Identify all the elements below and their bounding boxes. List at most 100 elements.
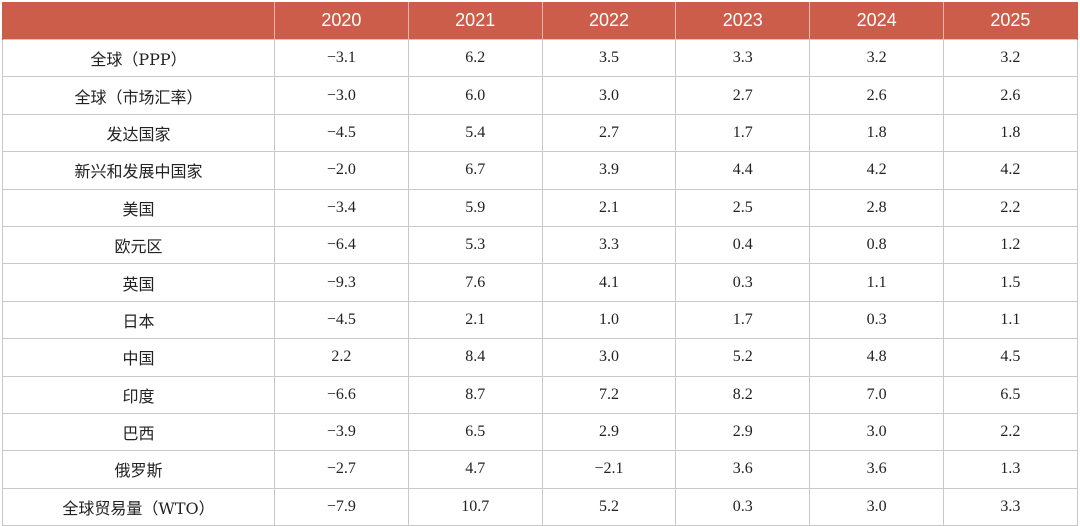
row-label: 美国 bbox=[2, 188, 275, 227]
data-cell-2023: 2.7 bbox=[675, 76, 811, 115]
data-cell-2024: 3.0 bbox=[809, 487, 944, 526]
data-cell-2025: 4.5 bbox=[942, 338, 1078, 377]
data-cell-2022: 2.9 bbox=[541, 412, 677, 452]
data-cell-2021: 5.9 bbox=[407, 188, 543, 227]
data-cell-2024: 1.8 bbox=[809, 113, 944, 153]
data-cell-2021: 6.7 bbox=[407, 151, 543, 190]
row-label: 俄罗斯 bbox=[2, 450, 275, 489]
row-label: 欧元区 bbox=[2, 225, 275, 265]
data-cell-2023: 0.3 bbox=[675, 487, 811, 526]
data-cell-2021: 6.0 bbox=[407, 76, 543, 115]
data-cell-2022: 2.7 bbox=[541, 113, 677, 153]
data-cell-2024: 2.6 bbox=[809, 76, 944, 115]
data-cell-2020: −7.9 bbox=[274, 487, 409, 526]
data-cell-2024: 0.8 bbox=[809, 225, 944, 265]
table-row: 欧元区 −6.4 5.3 3.3 0.4 0.8 1.2 bbox=[2, 225, 1078, 265]
data-cell-2025: 1.8 bbox=[942, 113, 1078, 153]
data-cell-2021: 7.6 bbox=[407, 263, 543, 302]
header-cell-2025: 2025 bbox=[942, 2, 1078, 40]
row-label: 英国 bbox=[2, 263, 275, 302]
table-row: 巴西 −3.9 6.5 2.9 2.9 3.0 2.2 bbox=[2, 412, 1078, 452]
data-cell-2020: −3.1 bbox=[274, 38, 409, 78]
data-cell-2022: 5.2 bbox=[541, 487, 677, 526]
header-cell-2022: 2022 bbox=[541, 2, 677, 40]
header-cell-blank bbox=[2, 2, 275, 40]
table-row: 新兴和发展中国家 −2.0 6.7 3.9 4.4 4.2 4.2 bbox=[2, 151, 1078, 190]
data-cell-2021: 8.7 bbox=[407, 375, 543, 414]
row-label: 中国 bbox=[2, 338, 275, 377]
row-label: 印度 bbox=[2, 375, 275, 414]
row-label: 全球（PPP） bbox=[2, 38, 275, 78]
header-row: 2020 2021 2022 2023 2024 2025 bbox=[2, 2, 1078, 40]
table-row: 全球贸易量（WTO） −7.9 10.7 5.2 0.3 3.0 3.3 bbox=[2, 487, 1078, 526]
data-cell-2021: 8.4 bbox=[407, 338, 543, 377]
data-cell-2020: −6.4 bbox=[274, 225, 409, 265]
table-row: 中国 2.2 8.4 3.0 5.2 4.8 4.5 bbox=[2, 338, 1078, 377]
table-row: 英国 −9.3 7.6 4.1 0.3 1.1 1.5 bbox=[2, 263, 1078, 302]
data-cell-2023: 3.3 bbox=[675, 38, 811, 78]
table-row: 全球（PPP） −3.1 6.2 3.5 3.3 3.2 3.2 bbox=[2, 38, 1078, 78]
data-cell-2020: −3.9 bbox=[274, 412, 409, 452]
data-cell-2022: 3.9 bbox=[541, 151, 677, 190]
table-row: 日本 −4.5 2.1 1.0 1.7 0.3 1.1 bbox=[2, 300, 1078, 340]
row-label: 全球（市场汇率） bbox=[2, 76, 275, 115]
data-cell-2022: 3.3 bbox=[541, 225, 677, 265]
data-cell-2025: 2.2 bbox=[942, 188, 1078, 227]
data-cell-2023: 2.9 bbox=[675, 412, 811, 452]
data-cell-2022: 1.0 bbox=[541, 300, 677, 340]
data-cell-2020: −9.3 bbox=[274, 263, 409, 302]
data-cell-2023: 1.7 bbox=[675, 113, 811, 153]
data-cell-2023: 1.7 bbox=[675, 300, 811, 340]
data-cell-2020: −2.7 bbox=[274, 450, 409, 489]
data-cell-2025: 2.2 bbox=[942, 412, 1078, 452]
data-cell-2025: 1.3 bbox=[942, 450, 1078, 489]
data-cell-2024: 3.0 bbox=[809, 412, 944, 452]
row-label: 发达国家 bbox=[2, 113, 275, 153]
data-cell-2025: 3.2 bbox=[942, 38, 1078, 78]
data-cell-2021: 5.4 bbox=[407, 113, 543, 153]
data-cell-2023: 2.5 bbox=[675, 188, 811, 227]
data-cell-2022: 4.1 bbox=[541, 263, 677, 302]
data-cell-2024: 2.8 bbox=[809, 188, 944, 227]
table-row: 俄罗斯 −2.7 4.7 −2.1 3.6 3.6 1.3 bbox=[2, 450, 1078, 489]
data-cell-2020: −3.4 bbox=[274, 188, 409, 227]
table-row: 印度 −6.6 8.7 7.2 8.2 7.0 6.5 bbox=[2, 375, 1078, 414]
table-body: 全球（PPP） −3.1 6.2 3.5 3.3 3.2 3.2 全球（市场汇率） −3.0 6.… bbox=[2, 38, 1078, 526]
row-label: 新兴和发展中国家 bbox=[2, 151, 275, 190]
data-cell-2021: 2.1 bbox=[407, 300, 543, 340]
data-cell-2022: 3.0 bbox=[541, 76, 677, 115]
data-cell-2020: −3.0 bbox=[274, 76, 409, 115]
data-cell-2022: 3.0 bbox=[541, 338, 677, 377]
table-row: 全球（市场汇率） −3.0 6.0 3.0 2.7 2.6 2.6 bbox=[2, 76, 1078, 115]
header-cell-2021: 2021 bbox=[407, 2, 543, 40]
data-cell-2023: 0.3 bbox=[675, 263, 811, 302]
data-cell-2023: 0.4 bbox=[675, 225, 811, 265]
data-cell-2021: 5.3 bbox=[407, 225, 543, 265]
data-cell-2025: 2.6 bbox=[942, 76, 1078, 115]
data-cell-2025: 3.3 bbox=[942, 487, 1078, 526]
data-cell-2022: 7.2 bbox=[541, 375, 677, 414]
data-cell-2025: 1.1 bbox=[942, 300, 1078, 340]
data-cell-2020: 2.2 bbox=[274, 338, 409, 377]
data-cell-2021: 6.5 bbox=[407, 412, 543, 452]
header-cell-2020: 2020 bbox=[274, 2, 409, 40]
header-cell-2024: 2024 bbox=[809, 2, 944, 40]
data-cell-2021: 6.2 bbox=[407, 38, 543, 78]
data-cell-2023: 5.2 bbox=[675, 338, 811, 377]
data-cell-2025: 4.2 bbox=[942, 151, 1078, 190]
data-cell-2025: 1.5 bbox=[942, 263, 1078, 302]
data-cell-2023: 8.2 bbox=[675, 375, 811, 414]
data-cell-2022: −2.1 bbox=[541, 450, 677, 489]
row-label: 日本 bbox=[2, 300, 275, 340]
data-cell-2021: 10.7 bbox=[407, 487, 543, 526]
table-row: 发达国家 −4.5 5.4 2.7 1.7 1.8 1.8 bbox=[2, 113, 1078, 153]
data-cell-2023: 4.4 bbox=[675, 151, 811, 190]
table-row: 美国 −3.4 5.9 2.1 2.5 2.8 2.2 bbox=[2, 188, 1078, 227]
data-cell-2022: 3.5 bbox=[541, 38, 677, 78]
data-cell-2024: 1.1 bbox=[809, 263, 944, 302]
header-cell-2023: 2023 bbox=[675, 2, 811, 40]
data-cell-2024: 3.6 bbox=[809, 450, 944, 489]
data-cell-2024: 4.8 bbox=[809, 338, 944, 377]
